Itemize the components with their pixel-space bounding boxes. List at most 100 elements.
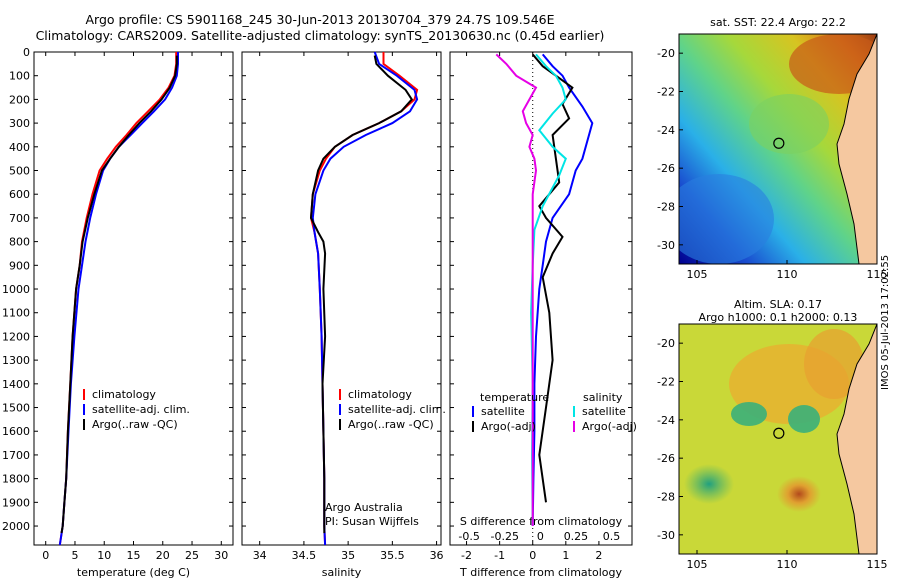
temperature-series-argo [60, 55, 178, 534]
argo-location-marker [773, 427, 785, 439]
temperature-xtick-label: 15 [127, 549, 141, 562]
diff-legend-t-label: Argo(-adj) [481, 420, 536, 433]
depth-tick-label: 1700 [2, 449, 30, 462]
figure-title-line2: Climatology: CARS2009. Satellite-adjuste… [35, 28, 605, 43]
legend-title-temperature: temperature [480, 391, 549, 404]
sst-map-xtick-label: 115 [867, 268, 888, 281]
sla-map-ytick-label: -26 [657, 452, 675, 465]
sla-map-xtick-label: 105 [687, 558, 708, 571]
temperature-xtick-label: 10 [97, 549, 111, 562]
depth-tick-label: 1800 [2, 473, 30, 486]
sla-map-xtick-label: 115 [867, 558, 888, 571]
depth-tick-label: 700 [9, 212, 30, 225]
depth-tick-label: 300 [9, 117, 30, 130]
sst-map-ytick-label: -30 [657, 239, 675, 252]
depth-tick-label: 800 [9, 236, 30, 249]
depth-tick-label: 1000 [2, 283, 30, 296]
depth-tick-label: 1200 [2, 330, 30, 343]
temperature-legend-label: climatology [92, 388, 156, 401]
temperature-legend-label: satellite-adj. clim. [92, 403, 190, 416]
argo-location-marker [773, 137, 785, 149]
temperature-xtick-label: 30 [214, 549, 228, 562]
depth-tick-label: 1300 [2, 354, 30, 367]
temperature-xtick-label: 5 [71, 549, 78, 562]
sla-green-patch [731, 402, 767, 426]
salinity-xtick-label: 34.5 [292, 549, 317, 562]
salinity-xlabel: salinity [322, 566, 362, 579]
temperature-xtick-label: 20 [156, 549, 170, 562]
sdiff-xlabel: S difference from climatology [460, 515, 623, 528]
sdiff-tick-label: -0.5 [458, 530, 479, 543]
sst-map-title: sat. SST: 22.4 Argo: 22.2 [710, 16, 846, 29]
salinity-series-argo [309, 55, 414, 534]
temperature-legend-label: Argo(..raw -QC) [92, 418, 178, 431]
sla-map-field [679, 324, 877, 554]
difference-series-satellite [531, 53, 594, 527]
depth-tick-label: 900 [9, 259, 30, 272]
sst-map-ytick-label: -22 [657, 86, 675, 99]
difference-series-argo [531, 53, 574, 503]
sst-green-patch [749, 94, 829, 154]
diff-legend-s-label: Argo(-adj) [582, 420, 637, 433]
difference-series-sal_satellite [530, 53, 567, 527]
depth-tick-label: 200 [9, 93, 30, 106]
sla-green-patch [684, 464, 734, 504]
difference-series-sal_argo [495, 53, 538, 526]
salinity-xtick-label: 36 [430, 549, 444, 562]
difference-xtick-label: -1 [494, 549, 505, 562]
difference-xtick-label: -2 [461, 549, 472, 562]
depth-tick-label: 1100 [2, 307, 30, 320]
sdiff-tick-label: 0.5 [603, 530, 621, 543]
diff-legend-s-label: satellite [582, 405, 626, 418]
depth-tick-label: 400 [9, 141, 30, 154]
salinity-frame [241, 51, 442, 546]
salinity-legend-label: Argo(..raw -QC) [348, 418, 434, 431]
depth-tick-label: 1600 [2, 425, 30, 438]
salinity-legend-label: climatology [348, 388, 412, 401]
difference-xtick-label: 2 [595, 549, 602, 562]
timestamp-label: IMOS 05-Jul-2013 17:02:55 [880, 254, 891, 390]
depth-tick-label: 0 [23, 46, 30, 59]
depth-tick-label: 2000 [2, 520, 30, 533]
sla-map-ytick-label: -20 [657, 337, 675, 350]
temperature-xtick-label: 25 [185, 549, 199, 562]
salinity-xtick-label: 34 [253, 549, 267, 562]
sst-cool-patch [679, 174, 774, 264]
sst-map-ytick-label: -24 [657, 124, 675, 137]
panel-temperature: 0100200300400500600700800900100011001200… [2, 46, 234, 579]
difference-xtick-label: 1 [562, 549, 569, 562]
panel-difference: -2 -1 0 1 2 T difference from climatology -0.5… [449, 51, 633, 579]
sst-map-field [679, 34, 877, 264]
depth-tick-label: 500 [9, 165, 30, 178]
figure-title-line1: Argo profile: CS 5901168_245 30-Jun-2013… [85, 12, 555, 27]
annotation-text: PI: Susan Wijffels [325, 515, 419, 528]
sst-map-frame [678, 33, 878, 265]
panel-salinity: 34 34.5 35 35.5 36 salinity [241, 51, 444, 579]
sla-map-ytick-label: -30 [657, 529, 675, 542]
salinity-xtick-label: 35.5 [380, 549, 405, 562]
depth-tick-label: 600 [9, 188, 30, 201]
sla-map-subtitle: Argo h1000: 0.1 h2000: 0.13 [699, 311, 858, 324]
depth-tick-label: 100 [9, 70, 30, 83]
difference-xtick-label: 0 [529, 549, 536, 562]
salinity-xtick-label: 35 [341, 549, 355, 562]
sst-map-ytick-label: -20 [657, 47, 675, 60]
sla-map-ytick-label: -28 [657, 491, 675, 504]
sdiff-tick-label: -0.25 [490, 530, 518, 543]
map-sla-map: 105 110 115 -20 -22 -24 -26 -28 -30 Altim. SLA: 0… [657, 298, 887, 571]
sla-map-frame [678, 323, 878, 555]
sla-map-ytick-label: -22 [657, 376, 675, 389]
annotation-text: Argo Australia [325, 501, 403, 514]
temperature-xlabel: temperature (deg C) [77, 566, 190, 579]
temperature-xtick-label: 0 [42, 549, 49, 562]
sla-map-title: Altim. SLA: 0.17 [734, 298, 822, 311]
depth-tick-label: 1400 [2, 378, 30, 391]
sdiff-tick-label: 0.25 [564, 530, 589, 543]
depth-tick-label: 1500 [2, 402, 30, 415]
sst-map-xtick-label: 105 [687, 268, 708, 281]
difference-xlabel: T difference from climatology [459, 566, 622, 579]
diff-legend-t-label: satellite [481, 405, 525, 418]
sst-map-xtick-label: 110 [777, 268, 798, 281]
sla-high-patch [777, 476, 821, 512]
